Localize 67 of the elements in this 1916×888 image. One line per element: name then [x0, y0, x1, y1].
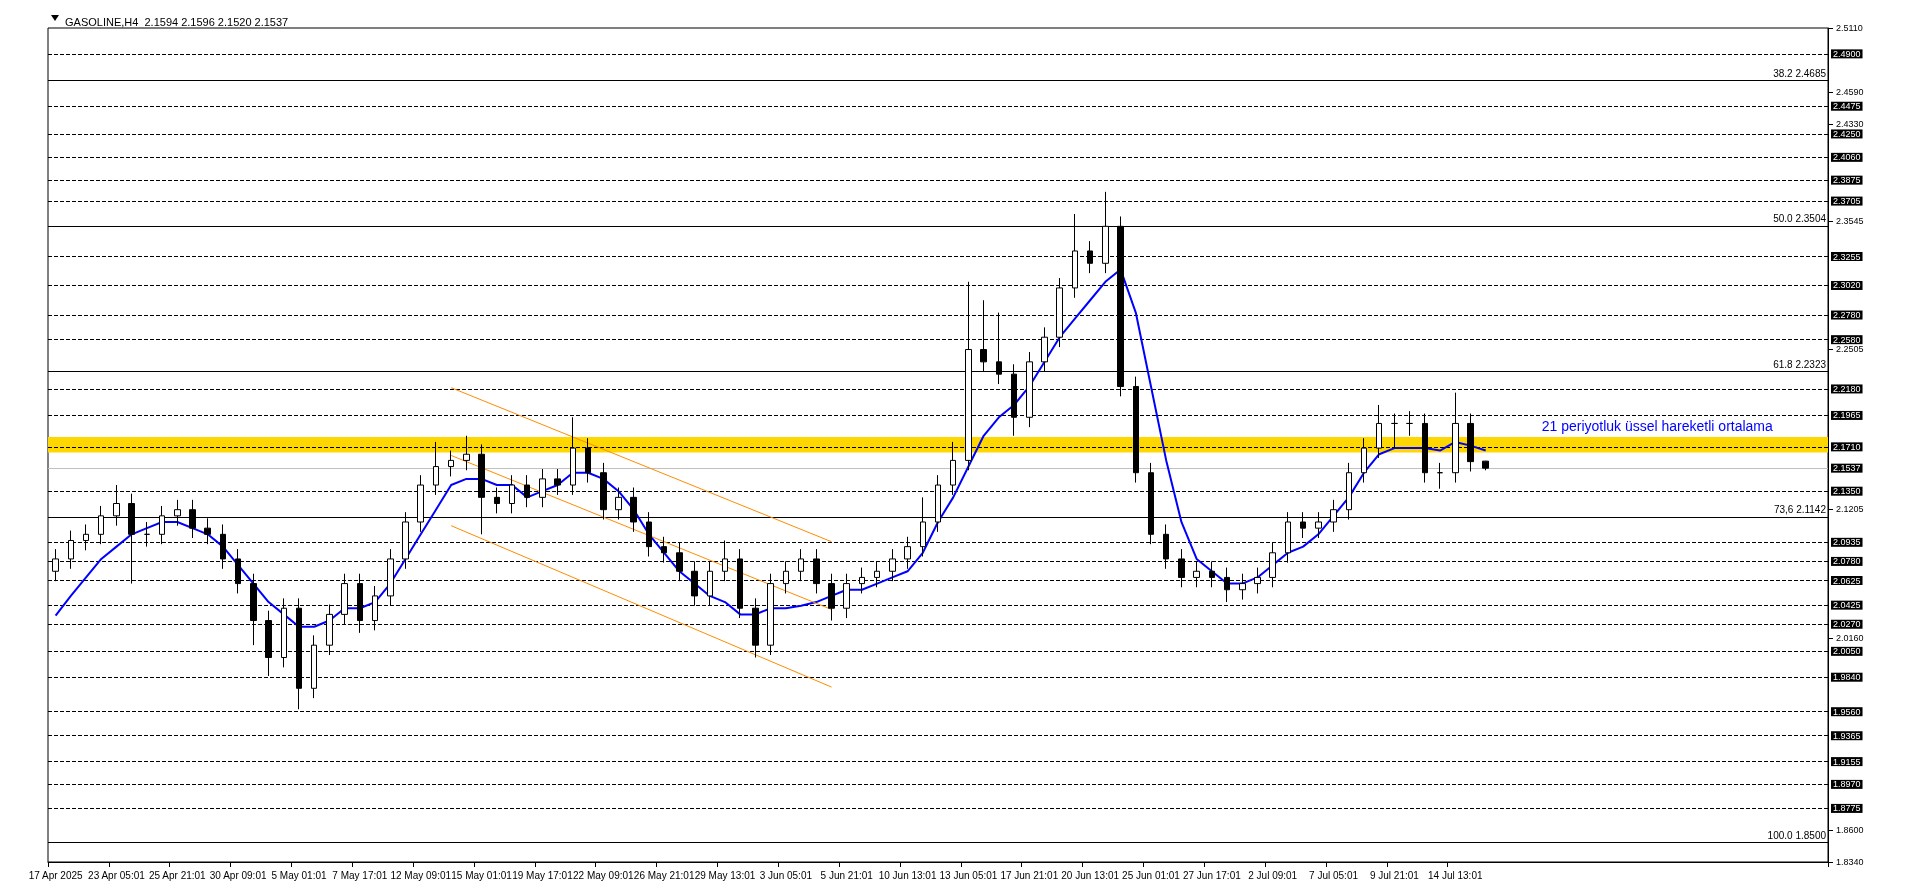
x-tick-label: 26 May 21:01	[633, 869, 695, 881]
y-tick-label: 2.4590	[1836, 87, 1864, 98]
y-tick-label: 1.8340	[1836, 857, 1864, 867]
ref-line-label: 1.8970	[1833, 779, 1861, 790]
ref-line-label: 1.9155	[1833, 756, 1861, 767]
x-tick-label: 12 May 09:01	[390, 869, 452, 881]
x-tick-label: 17 Jun 21:01	[1000, 869, 1059, 881]
x-tick-label: 19 May 17:01	[512, 869, 574, 881]
x-tick-label: 7 Jul 05:01	[1309, 869, 1359, 881]
ref-line-label: 50.0 2.3504	[1773, 213, 1827, 225]
ref-line-label: 2.4060	[1833, 152, 1861, 163]
x-tick-label: 10 Jun 13:01	[878, 869, 937, 881]
y-tick-label: 1.8600	[1836, 824, 1864, 835]
ref-line-label: 2.0270	[1833, 619, 1861, 630]
ref-line-label: 2.3705	[1833, 196, 1861, 207]
ref-line-label: 1.9560	[1833, 706, 1861, 717]
ref-line-label: 2.2580	[1833, 334, 1861, 345]
y-tick-label: 2.5110	[1836, 23, 1863, 33]
ref-line-label: 2.0780	[1833, 556, 1861, 567]
ref-line-label: 2.0425	[1833, 600, 1861, 611]
x-tick-label: 29 May 13:01	[694, 869, 756, 881]
ref-line-label: 2.3020	[1833, 280, 1861, 291]
ref-line-label: 2.0625	[1833, 575, 1861, 586]
x-tick-label: 25 Apr 21:01	[148, 869, 207, 881]
x-tick-label: 22 May 09:01	[572, 869, 635, 881]
y-tick-label: 2.1205	[1836, 504, 1864, 515]
text: 21 periyotluk üssel hareketli ortalama	[1541, 417, 1774, 434]
y-tick-label: 2.2505	[1836, 343, 1864, 354]
ref-line-label: 38.2 2.4685	[1773, 67, 1827, 79]
ref-line-label: 61.8 2.2323	[1773, 358, 1827, 370]
y-tick-label: 2.3545	[1836, 215, 1864, 226]
ref-line-label: 2.0050	[1833, 646, 1861, 657]
x-tick-label: 7 May 17:01	[332, 869, 388, 881]
x-tick-label: 27 Jun 17:01	[1182, 869, 1242, 881]
y-tick-label: 2.0160	[1836, 632, 1864, 643]
ref-line-label: 2.3255	[1833, 251, 1861, 262]
ref-line-label: 1.9840	[1833, 672, 1861, 683]
ref-line-label: 1.9365	[1833, 730, 1861, 741]
x-tick-label: 5 May 01:01	[271, 869, 327, 881]
chart-title: GASOLINE,H4 2.1594 2.1596 2.1520 2.1537	[65, 15, 289, 28]
ref-line-label: 2.4900	[1833, 48, 1861, 59]
x-tick-label: 23 Apr 05:01	[88, 869, 146, 881]
ref-line-label: 2.1537	[1833, 463, 1861, 474]
ref-line-label: 2.4475	[1833, 101, 1861, 112]
x-tick-label: 25 Jun 01:01	[1122, 869, 1181, 881]
x-tick-label: 9 Jul 21:01	[1369, 869, 1420, 881]
ref-line-label: 2.4250	[1833, 128, 1861, 139]
ref-line-label: 1.8775	[1833, 803, 1861, 814]
ref-line-label: 73,6 2.1142	[1773, 504, 1827, 516]
ref-line-label: 2.1965	[1833, 410, 1861, 421]
x-tick-label: 17 Apr 2025	[28, 869, 84, 881]
ref-line-label: 2.2180	[1833, 383, 1861, 394]
ref-line-label: 2.3875	[1833, 175, 1861, 186]
ref-line-label: 2.2780	[1833, 310, 1861, 321]
ref-line-label: 100.0 1.8500	[1767, 829, 1827, 841]
ref-line-label: 2.1710	[1833, 441, 1861, 452]
x-tick-label: 15 May 01:01	[451, 869, 513, 881]
x-tick-label: 5 Jun 21:01	[820, 869, 874, 881]
x-tick-label: 14 Jul 13:01	[1428, 869, 1483, 881]
x-tick-label: 20 Jun 13:01	[1061, 869, 1120, 881]
ref-line-label: 2.1350	[1833, 486, 1861, 497]
x-tick-label: 30 Apr 09:01	[209, 869, 267, 881]
ref-line-label: 2.0935	[1833, 537, 1861, 548]
x-tick-label: 3 Jun 05:01	[759, 869, 813, 881]
x-tick-label: 13 Jun 05:01	[939, 869, 998, 881]
x-tick-label: 2 Jul 09:01	[1248, 869, 1298, 881]
y-tick-label: 2.4330	[1836, 119, 1864, 130]
